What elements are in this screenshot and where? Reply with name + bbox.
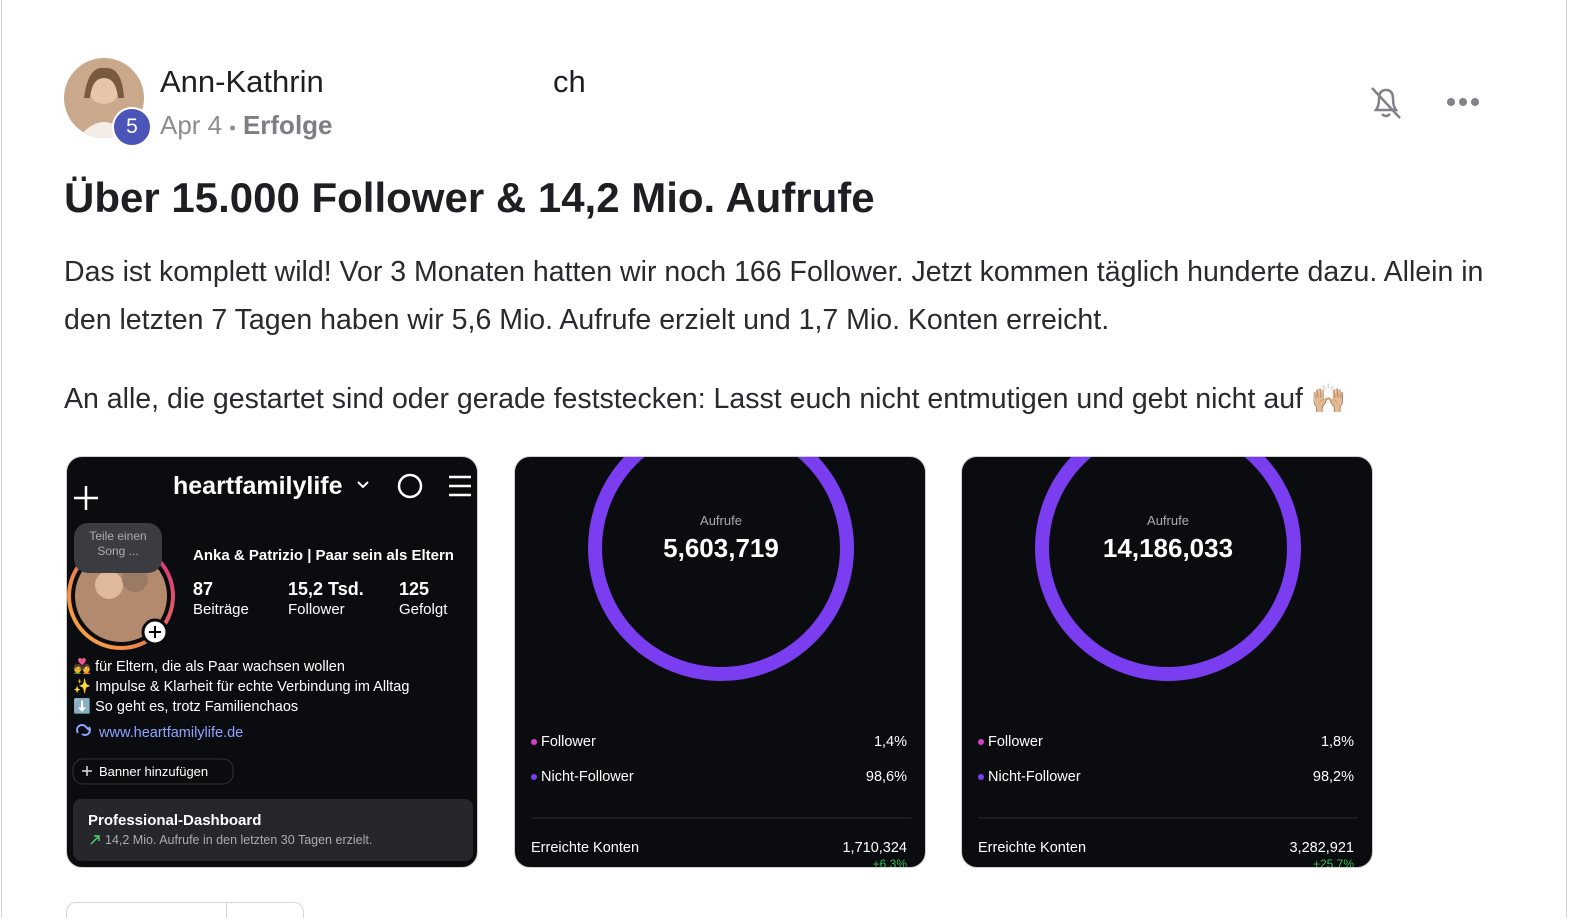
reach-change: +6,3% xyxy=(872,857,907,868)
views-total: 14,186,033 xyxy=(1102,533,1234,563)
row-name: Follower xyxy=(988,734,1043,750)
insights-screenshot[interactable]: Aufrufe 14,186,033 Follower 1,8% Nicht-F… xyxy=(961,456,1373,868)
bio-line: 💑 für Eltern, die als Paar wachsen wolle… xyxy=(73,659,345,675)
username: heartfamilylife xyxy=(173,472,343,500)
stat-value: 15,2 Tsd. xyxy=(288,579,364,599)
row-name: Nicht-Follower xyxy=(541,769,634,785)
author-name-tail: ch xyxy=(553,64,586,99)
profile-graphics xyxy=(67,473,473,861)
reach-value: 1,710,324 xyxy=(842,840,907,856)
stat-label: Gefolgt xyxy=(399,601,448,618)
insights-screenshot[interactable]: Aufrufe 5,603,719 Follower 1,4% Nicht-Fo… xyxy=(514,456,926,868)
reach-label: Erreichte Konten xyxy=(531,840,640,856)
views-label: Aufrufe xyxy=(700,513,742,528)
reaction-divider xyxy=(226,902,227,918)
profile-link: www.heartfamilylife.de xyxy=(99,725,244,741)
views-ring xyxy=(978,457,1358,819)
avatar[interactable] xyxy=(64,58,154,154)
author-name[interactable]: Ann-Kathrin xyxy=(160,64,324,99)
stat-value: 87 xyxy=(193,579,214,599)
profile-name: Anka & Patrizio | Paar sein als Eltern xyxy=(193,547,454,564)
row-name: Nicht-Follower xyxy=(988,769,1081,785)
post-title: Über 15.000 Follower & 14,2 Mio. Aufrufe xyxy=(64,174,875,221)
more-menu[interactable] xyxy=(1444,90,1484,114)
bio-line: ✨ Impulse & Klarheit für echte Verbindun… xyxy=(73,679,410,695)
post-paragraph: An alle, die gestartet sind oder gerade … xyxy=(64,383,1347,415)
reach-change: +25,7% xyxy=(1312,857,1354,868)
row-name: Follower xyxy=(541,734,596,750)
post-meta: Apr 4 • Erfolge xyxy=(160,109,333,144)
views-ring xyxy=(531,457,911,819)
reach-label: Erreichte Konten xyxy=(978,840,1087,856)
bio-line: ⬇️ So geht es, trotz Familienchaos xyxy=(73,699,299,715)
row-value: 98,2% xyxy=(1312,769,1354,785)
stat-value: 125 xyxy=(399,579,430,599)
dashboard-text: 14,2 Mio. Aufrufe in den letzten 30 Tage… xyxy=(105,833,373,847)
post-category[interactable]: Erfolge xyxy=(242,110,333,140)
row-value: 98,6% xyxy=(865,769,907,785)
notification-bell[interactable] xyxy=(1366,82,1406,122)
note-bubble: Teile einen Song ... xyxy=(89,529,147,558)
row-value: 1,4% xyxy=(873,734,907,750)
level-badge: 5 xyxy=(126,115,138,138)
post-paragraph: Das ist komplett wild! Vor 3 Monaten hat… xyxy=(64,256,1484,336)
row-value: 1,8% xyxy=(1320,734,1354,750)
profile-screenshot[interactable]: heartfamilylife Teile einen Song ... Ank… xyxy=(66,456,478,868)
reaction-bar[interactable] xyxy=(66,902,304,918)
stat-label: Beiträge xyxy=(193,601,249,618)
banner-button: Banner hinzufügen xyxy=(99,764,209,779)
stat-label: Follower xyxy=(288,601,345,618)
reach-value: 3,282,921 xyxy=(1289,840,1354,856)
dashboard-title: Professional-Dashboard xyxy=(88,812,262,829)
views-label: Aufrufe xyxy=(1147,513,1189,528)
views-total: 5,603,719 xyxy=(663,533,779,563)
post-date: Apr 4 xyxy=(160,110,223,140)
meta-separator: • xyxy=(229,118,236,138)
